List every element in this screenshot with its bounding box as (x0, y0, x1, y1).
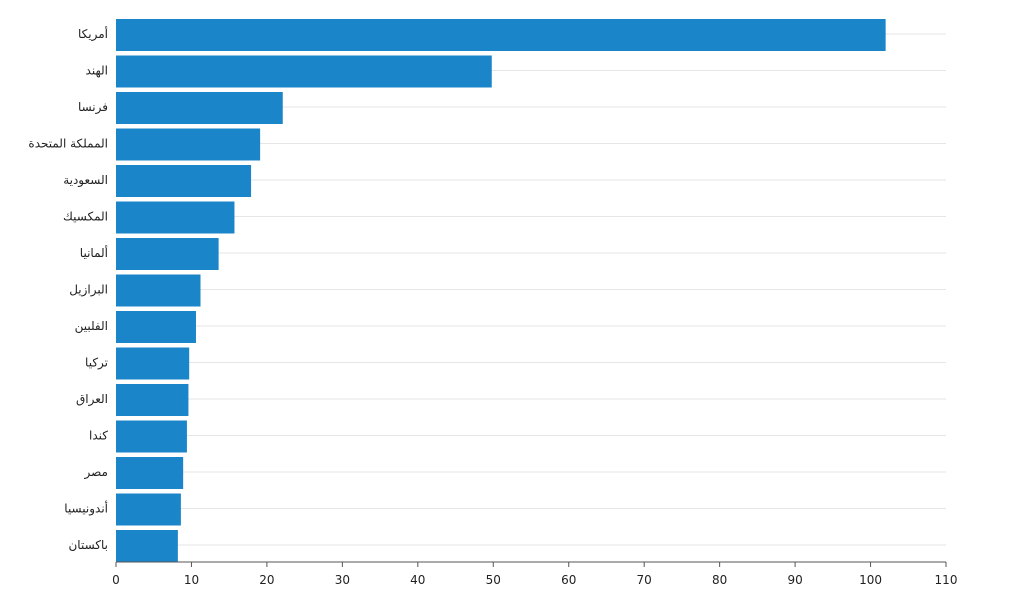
category-label: تركيا (85, 356, 108, 371)
category-label: فرنسا (78, 100, 108, 115)
category-label: كندا (89, 429, 108, 443)
x-tick-label: 50 (486, 573, 501, 587)
bar[interactable] (116, 274, 201, 307)
bars (116, 19, 886, 562)
category-label: ألمانيا (80, 245, 108, 260)
bar[interactable] (116, 493, 181, 526)
x-tick-label: 40 (410, 573, 425, 587)
category-label: أندونيسيا (64, 501, 108, 517)
bar[interactable] (116, 165, 252, 197)
bar[interactable] (116, 201, 235, 234)
category-label: الفلبين (75, 319, 108, 334)
x-tick-label: 80 (712, 573, 727, 587)
category-label: باكستان (68, 538, 108, 552)
category-label: السعودية (63, 173, 108, 188)
x-tick-label: 60 (561, 573, 576, 587)
bar[interactable] (116, 420, 187, 453)
x-tick-label: 90 (787, 573, 802, 587)
x-tick-label: 0 (112, 573, 120, 587)
bar[interactable] (116, 19, 886, 51)
bar[interactable] (116, 384, 189, 416)
bar[interactable] (116, 92, 283, 124)
x-tick-label: 70 (637, 573, 652, 587)
x-tick-label: 30 (335, 573, 350, 587)
category-label: العراق (76, 392, 108, 407)
gridlines (116, 33, 946, 546)
bar[interactable] (116, 457, 184, 489)
category-label: أمريكا (78, 26, 108, 42)
bar[interactable] (116, 347, 190, 380)
bar[interactable] (116, 530, 178, 562)
category-label: البرازيل (69, 283, 108, 298)
category-label: المكسيك (63, 210, 108, 224)
x-tick-label: 10 (184, 573, 199, 587)
bar[interactable] (116, 311, 196, 343)
category-labels: أمريكا الهند فرنسا المملكة المتحدة السعودية ا… (28, 26, 108, 552)
x-axis-ticks: 0 10 20 30 40 50 60 70 80 90 100 110 (112, 562, 957, 587)
category-label: المملكة المتحدة (28, 137, 108, 151)
x-tick-label: 20 (259, 573, 274, 587)
bar[interactable] (116, 238, 219, 270)
category-label: مصر (84, 465, 108, 480)
bar[interactable] (116, 55, 492, 88)
bar[interactable] (116, 128, 261, 161)
x-tick-label: 100 (859, 573, 882, 587)
category-label: الهند (86, 64, 108, 78)
x-tick-label: 110 (935, 573, 958, 587)
